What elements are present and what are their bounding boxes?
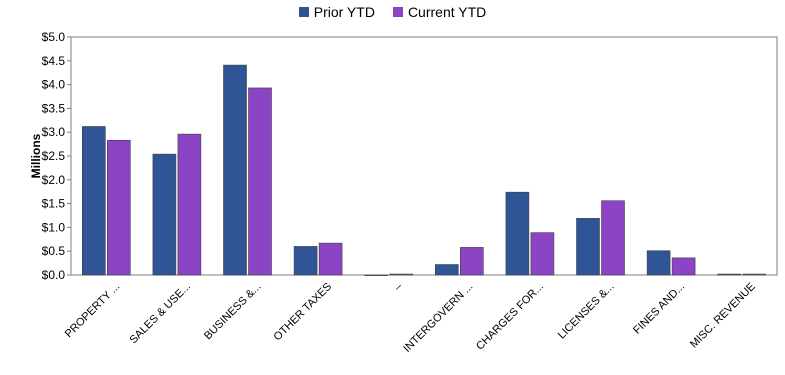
bar-prior — [576, 218, 600, 276]
y-tick-label: $2.5 — [42, 149, 66, 163]
bar-prior — [152, 153, 177, 276]
y-tick-label: $3.0 — [42, 125, 66, 139]
y-tick-label: $5.0 — [42, 30, 66, 44]
bar-prior — [223, 64, 247, 276]
x-tick-label: FINES AND... — [631, 281, 687, 337]
bar-prior — [717, 273, 742, 276]
bar-prior — [434, 264, 459, 276]
bar-prior — [364, 274, 389, 276]
y-tick-label: $1.0 — [42, 220, 66, 234]
legend-label-current: Current YTD — [407, 4, 487, 20]
x-tick-label: OTHER TAXES — [272, 281, 335, 344]
legend-swatch-current — [392, 7, 403, 17]
x-tick-label: LICENSES &... — [556, 281, 617, 342]
y-tick-label: $1.5 — [42, 197, 66, 211]
bar-prior — [505, 191, 530, 276]
bar-current — [389, 273, 414, 276]
y-axis-title: Millions — [29, 133, 43, 178]
bar-current — [601, 200, 625, 276]
legend: Prior YTD Current YTD — [0, 4, 785, 20]
bar-current — [459, 247, 484, 276]
legend-item-prior: Prior YTD — [298, 4, 375, 20]
bar-current — [107, 139, 131, 276]
bar-current — [530, 232, 555, 276]
legend-label-prior: Prior YTD — [313, 4, 375, 20]
y-tick-label: $0.5 — [42, 244, 66, 258]
y-tick-label: $0.0 — [42, 268, 66, 282]
bar-prior — [293, 246, 318, 276]
y-tick-label: $2.0 — [42, 173, 66, 187]
y-tick-label: $4.5 — [42, 54, 66, 68]
x-tick-label: INTERGOVERN ... — [401, 281, 475, 355]
x-tick-label: SALES & USE... — [127, 281, 193, 347]
y-tick-label: $4.0 — [42, 78, 66, 92]
x-tick-label: – — [392, 280, 405, 293]
legend-swatch-prior — [298, 7, 309, 17]
bar-current — [177, 133, 202, 276]
bar-prior — [82, 126, 106, 276]
bar-current — [248, 87, 272, 276]
bar-current — [318, 242, 343, 276]
bar-prior — [646, 250, 671, 276]
x-tick-label: MISC. REVENUE — [688, 281, 758, 351]
x-tick-label: PROPERTY ... — [63, 281, 123, 341]
bar-current — [671, 257, 696, 276]
x-tick-label: CHARGES FOR... — [474, 281, 546, 353]
x-tick-label: BUSINESS &... — [202, 281, 264, 343]
y-tick-label: $3.5 — [42, 101, 66, 115]
bar-current — [742, 273, 767, 276]
legend-item-current: Current YTD — [392, 4, 487, 20]
plot-area — [70, 36, 778, 276]
